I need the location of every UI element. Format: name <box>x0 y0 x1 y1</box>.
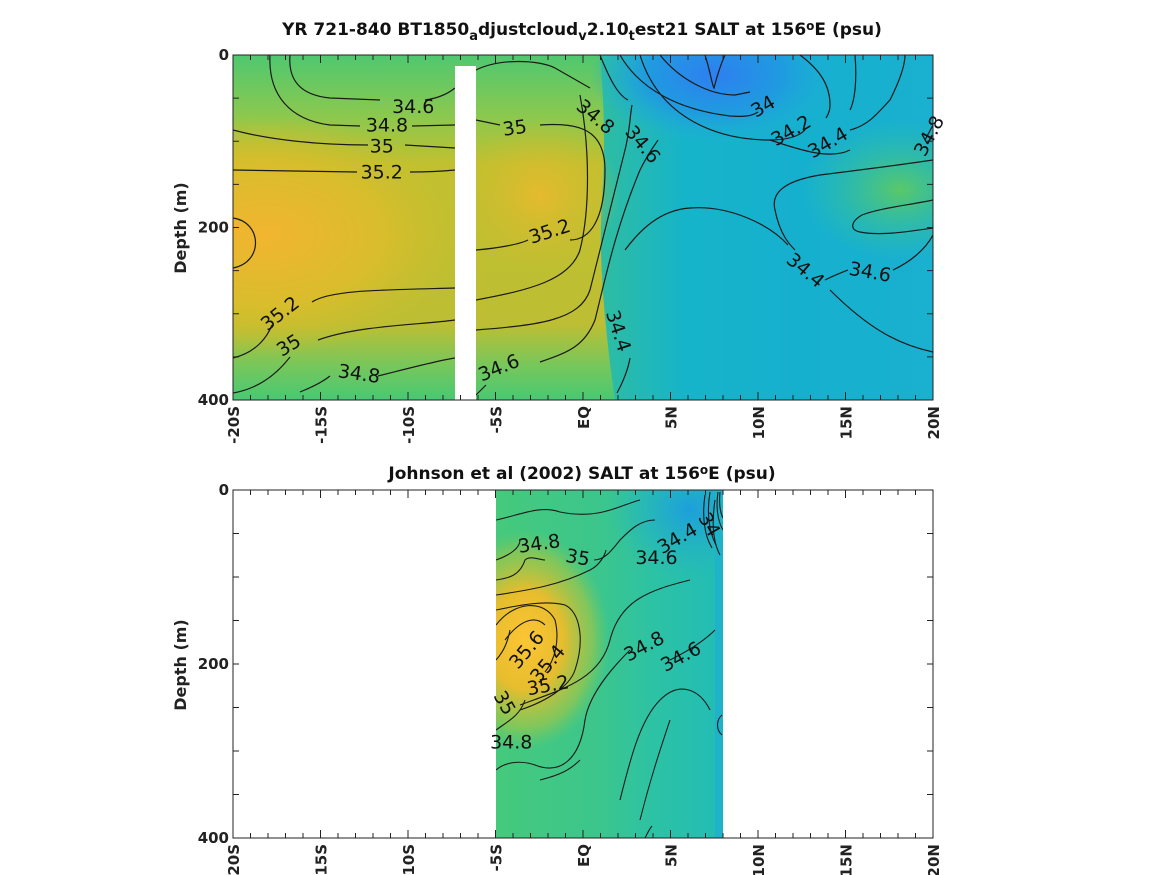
top-x-tick-label: 5N <box>663 406 681 429</box>
top-x-tick-label: -20S <box>225 406 243 444</box>
bottom-y-tick-label: 200 <box>198 655 229 673</box>
top-x-tick-label: EQ <box>575 406 593 429</box>
bottom-x-tick-label: -20S <box>225 844 243 875</box>
bottom-x-tick-label: 10N <box>750 844 768 875</box>
top-data-gap <box>455 66 476 400</box>
top-y-axis-label: Depth (m) <box>171 182 190 274</box>
bottom-contour-label: 35 <box>564 545 592 571</box>
top-title: YR 721-840 BT1850adjustcloudv2.10test21 … <box>281 19 882 44</box>
bottom-y-axis-label: Depth (m) <box>171 619 190 711</box>
bottom-contour-label: 34.6 <box>635 547 677 569</box>
bottom-x-tick-label: -5S <box>488 844 506 871</box>
bottom-y-tick-label: 400 <box>198 829 229 847</box>
top-x-tick-label: 15N <box>838 406 856 439</box>
bottom-ticks: -20S -15S -10S -5S EQ 5N 10N 15N 20N 0 200 400 <box>198 481 943 875</box>
top-contour-label: 35 <box>501 116 528 141</box>
top-y-tick-label: 400 <box>198 391 229 409</box>
bottom-x-tick-label: 20N <box>925 844 943 875</box>
bottom-contour-lines <box>496 491 723 838</box>
top-salinity-field <box>233 55 933 400</box>
top-x-tick-label: -15S <box>313 406 331 444</box>
bottom-x-tick-label: 15N <box>838 844 856 875</box>
top-y-tick-label: 200 <box>198 219 229 237</box>
bottom-x-tick-label: -10S <box>400 844 418 875</box>
bottom-x-tick-label: EQ <box>575 844 593 867</box>
bottom-title: Johnson et al (2002) SALT at 156oE (psu) <box>387 463 775 484</box>
bottom-y-tick-label: 0 <box>219 481 229 499</box>
top-x-tick-label: 20N <box>925 406 943 439</box>
top-contour-lines <box>233 55 933 396</box>
top-contour-label: 34.6 <box>392 96 434 118</box>
bottom-contour-label: 34.8 <box>490 731 532 753</box>
bottom-x-tick-label: 5N <box>663 844 681 867</box>
top-contour-label: 35 <box>370 135 394 157</box>
bottom-x-tick-label: -15S <box>313 844 331 875</box>
top-contour-label: 34.8 <box>366 115 408 137</box>
bottom-salinity-field <box>496 490 723 838</box>
top-y-tick-label: 0 <box>219 46 229 64</box>
top-x-tick-label: -5S <box>488 406 506 433</box>
top-x-tick-label: -10S <box>400 406 418 444</box>
top-ticks: -20S -15S -10S -5S EQ 5N 10N 15N 20N 0 200 400 <box>198 46 943 444</box>
top-contour-label: 35.2 <box>361 161 403 183</box>
top-x-tick-label: 10N <box>750 406 768 439</box>
bottom-panel: 34.835 34.434.63435.635.435.23534.834.634… <box>171 463 943 875</box>
